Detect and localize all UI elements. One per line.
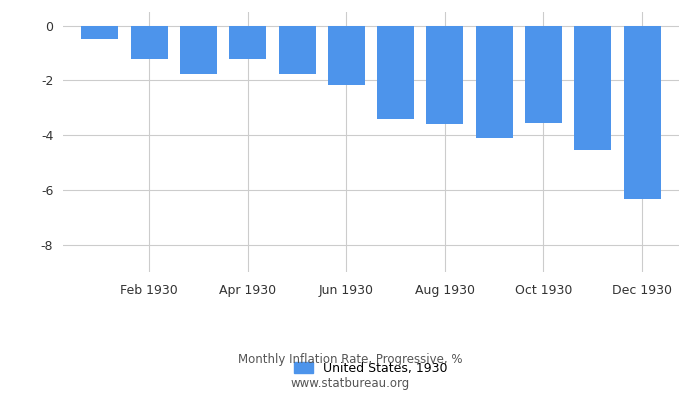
Bar [131,26,168,58]
Bar [279,26,316,74]
Bar [426,26,463,124]
Bar [476,26,512,138]
Bar [230,26,266,58]
Bar [525,26,562,123]
Text: www.statbureau.org: www.statbureau.org [290,378,410,390]
Bar [328,26,365,84]
Bar [180,26,217,74]
Bar [81,26,118,39]
Bar [624,26,661,200]
Bar [574,26,611,150]
Bar [377,26,414,119]
Text: Monthly Inflation Rate, Progressive, %: Monthly Inflation Rate, Progressive, % [238,354,462,366]
Legend: United States, 1930: United States, 1930 [295,362,447,375]
